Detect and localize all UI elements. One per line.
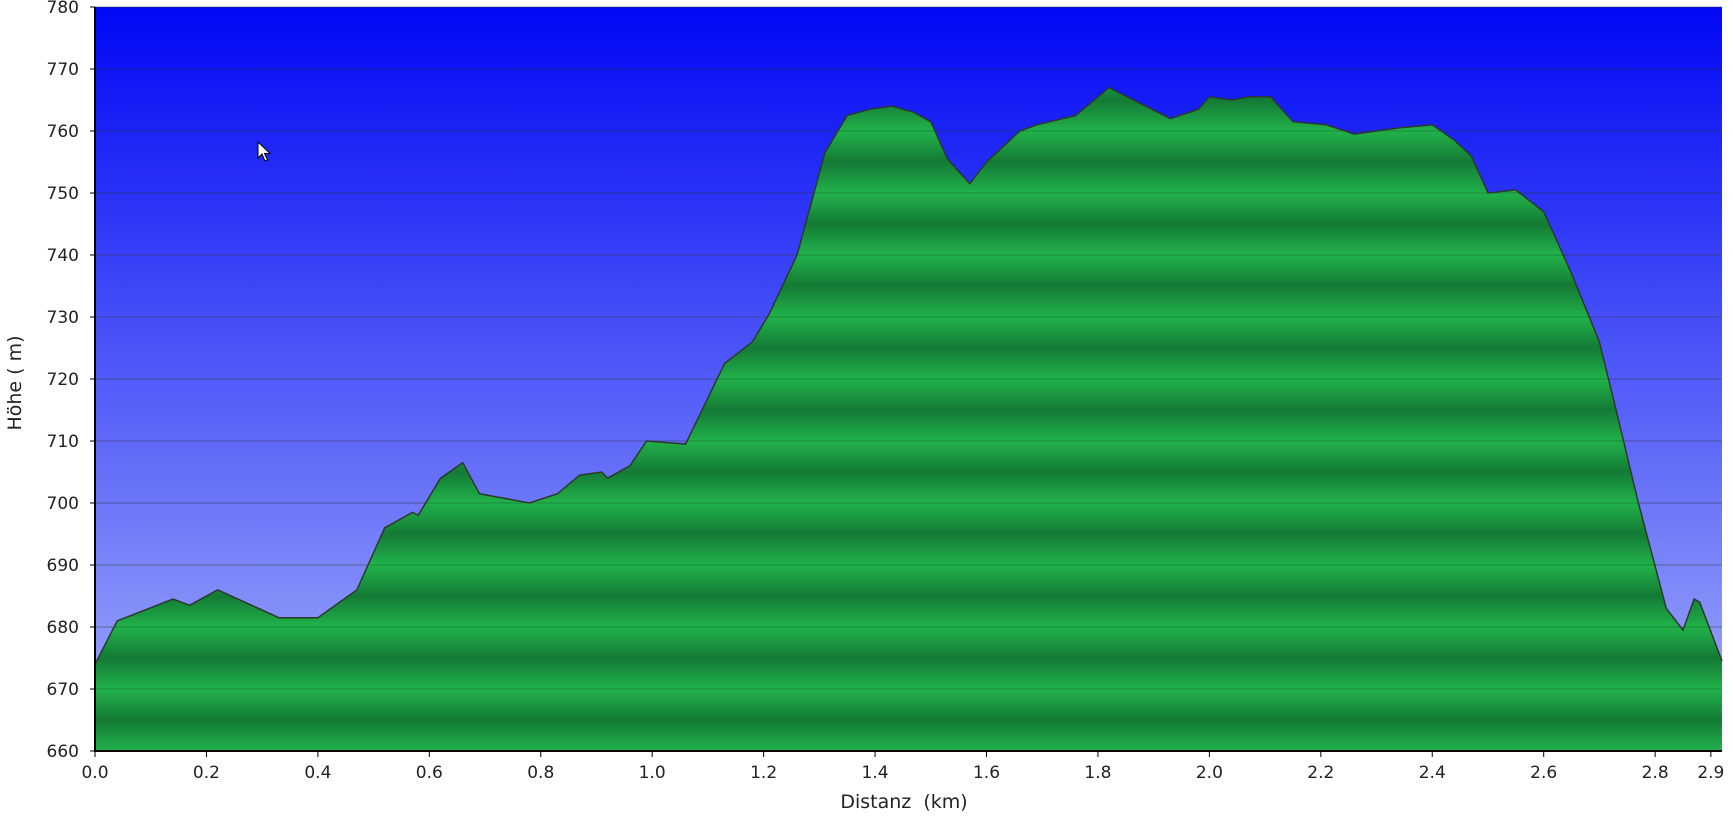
y-tick-label: 740 [47,246,79,266]
x-tick-label: 1.6 [973,763,1000,783]
x-axis-ticks: 0.0 0.2 0.4 0.6 0.8 1.0 1.2 1.4 1.6 1.8 2.0 2.2 2.4 2… [81,751,1724,783]
y-tick-label: 670 [47,680,79,700]
elevation-line [94,86,1723,665]
y-tick-label: 770 [47,60,79,80]
y-tick-label: 680 [47,618,79,638]
x-tick-label: 0.2 [193,763,220,783]
x-tick-label: 0.6 [416,763,443,783]
x-axis-title: Distanz (km) [840,791,967,813]
x-tick-label: 2.8 [1642,763,1669,783]
x-tick-label: 2.9 [1697,763,1724,783]
x-tick-label: 1.4 [862,763,889,783]
x-tick-label: 1.2 [750,763,777,783]
y-tick-label: 750 [47,184,79,204]
y-axis-title: Höhe ( m) [4,335,26,430]
y-tick-label: 780 [47,0,79,18]
x-tick-label: 2.2 [1307,763,1334,783]
x-tick-label: 0.8 [527,763,554,783]
y-tick-label: 730 [47,308,79,328]
x-tick-label: 2.6 [1530,763,1557,783]
x-tick-label: 0.0 [81,763,108,783]
y-tick-label: 760 [47,122,79,142]
y-tick-label: 710 [47,432,79,452]
y-tick-label: 720 [47,370,79,390]
x-tick-label: 1.0 [639,763,666,783]
y-tick-label: 700 [47,494,79,514]
x-tick-label: 2.4 [1419,763,1446,783]
x-tick-label: 2.0 [1196,763,1223,783]
y-tick-label: 690 [47,556,79,576]
x-tick-label: 0.4 [304,763,331,783]
y-tick-label: 660 [47,742,79,762]
y-axis-ticks: 660 670 680 690 700 710 720 730 740 750 760 770 780 [47,0,95,762]
x-tick-label: 1.8 [1084,763,1111,783]
mouse-cursor-icon [257,140,272,162]
elevation-area [95,87,1722,752]
